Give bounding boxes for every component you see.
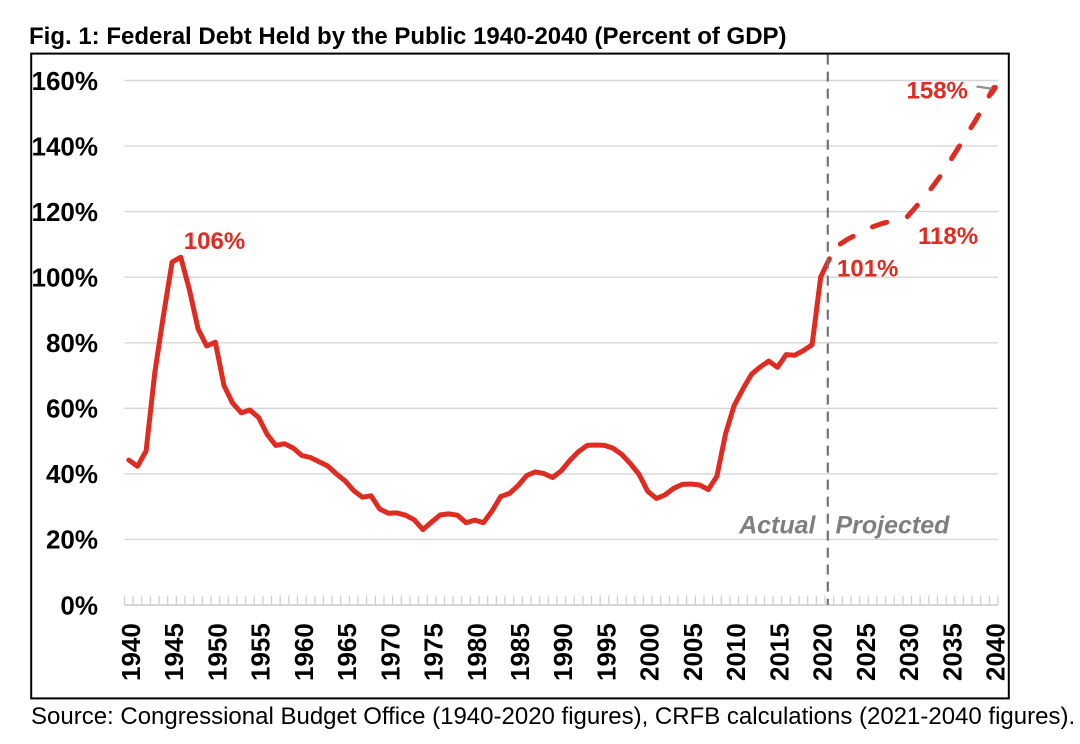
svg-text:1955: 1955	[246, 623, 276, 681]
svg-text:1980: 1980	[462, 623, 492, 681]
svg-text:120%: 120%	[32, 197, 99, 227]
svg-text:Source: Congressional Budget O: Source: Congressional Budget Office (194…	[31, 703, 1075, 730]
svg-text:2005: 2005	[678, 623, 708, 681]
svg-text:1990: 1990	[548, 623, 578, 681]
svg-text:106%: 106%	[184, 228, 245, 255]
svg-text:1960: 1960	[289, 623, 319, 681]
svg-text:118%: 118%	[918, 223, 978, 250]
svg-text:1975: 1975	[419, 623, 449, 681]
svg-text:1940: 1940	[116, 623, 146, 681]
svg-text:2015: 2015	[765, 623, 795, 681]
svg-text:40%: 40%	[46, 459, 98, 489]
svg-text:2020: 2020	[808, 623, 838, 681]
svg-text:2040: 2040	[981, 623, 1011, 681]
svg-text:2035: 2035	[937, 623, 967, 681]
svg-text:1965: 1965	[332, 623, 362, 681]
svg-text:Actual: Actual	[738, 512, 816, 540]
svg-text:2030: 2030	[894, 623, 924, 681]
svg-text:100%: 100%	[32, 263, 99, 293]
svg-text:20%: 20%	[46, 525, 98, 555]
svg-text:1970: 1970	[375, 623, 405, 681]
svg-text:140%: 140%	[32, 131, 99, 161]
svg-text:160%: 160%	[32, 66, 99, 96]
svg-text:2000: 2000	[635, 623, 665, 681]
svg-text:Projected: Projected	[836, 512, 951, 540]
svg-text:0%: 0%	[60, 590, 98, 620]
svg-text:1985: 1985	[505, 623, 535, 681]
svg-text:2025: 2025	[851, 623, 881, 681]
svg-text:2010: 2010	[721, 623, 751, 681]
svg-text:101%: 101%	[837, 255, 898, 282]
svg-text:158%: 158%	[907, 77, 968, 104]
svg-text:80%: 80%	[46, 328, 98, 358]
svg-text:Fig. 1: Federal Debt Held by t: Fig. 1: Federal Debt Held by the Public …	[29, 23, 787, 50]
svg-text:1945: 1945	[159, 623, 189, 681]
svg-text:60%: 60%	[46, 394, 98, 424]
svg-text:1995: 1995	[592, 623, 622, 681]
svg-text:1950: 1950	[202, 623, 232, 681]
